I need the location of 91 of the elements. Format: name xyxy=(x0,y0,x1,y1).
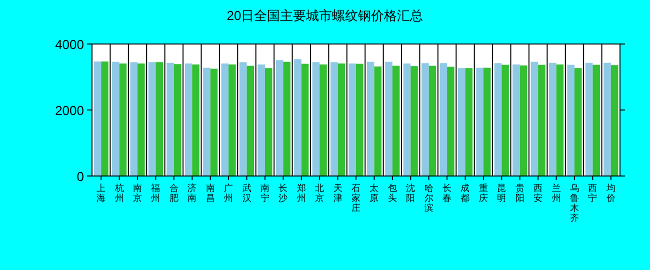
x-tick-label: 南宁 xyxy=(260,183,270,203)
x-tick-label: 石家庄 xyxy=(352,183,360,213)
bar xyxy=(385,62,392,176)
bar xyxy=(458,68,466,176)
x-tick-label: 西安 xyxy=(534,183,543,203)
bar xyxy=(476,68,484,176)
x-tick-label: 广州 xyxy=(224,183,234,203)
x-tick-label: 贵阳 xyxy=(515,183,524,203)
bar xyxy=(502,64,509,176)
bar xyxy=(192,64,200,176)
bar xyxy=(174,64,182,176)
chart-title: 20日全国主要城市螺纹钢价格汇总 xyxy=(226,8,424,23)
bar xyxy=(567,64,574,176)
bar xyxy=(610,65,618,176)
x-tick-label: 郑州 xyxy=(296,183,306,203)
x-tick-label: 长春 xyxy=(442,183,452,203)
bar xyxy=(548,62,556,176)
bar xyxy=(447,66,454,176)
bar xyxy=(410,66,418,176)
x-tick-label: 上海 xyxy=(96,183,106,203)
bar xyxy=(276,60,284,176)
x-tick-label: 西宁 xyxy=(588,183,598,203)
bar xyxy=(512,64,520,176)
bar xyxy=(356,64,364,176)
bar xyxy=(320,64,327,176)
bar xyxy=(101,61,108,176)
bar xyxy=(338,63,346,176)
bar xyxy=(312,62,320,176)
x-tick-label: 哈尔滨 xyxy=(424,183,434,213)
bar xyxy=(392,66,400,176)
x-tick-label: 南昌 xyxy=(206,183,215,203)
x-tick-label: 天津 xyxy=(333,183,342,203)
x-tick-label: 南京 xyxy=(133,183,142,203)
bar xyxy=(494,63,502,176)
bar xyxy=(556,64,564,176)
bar xyxy=(422,63,429,176)
bar xyxy=(403,63,411,176)
bar xyxy=(94,61,102,176)
x-tick-label: 武汉 xyxy=(242,183,252,203)
bar xyxy=(283,62,290,176)
bar xyxy=(366,62,374,176)
bar xyxy=(112,62,120,176)
bar xyxy=(604,62,611,176)
x-tick-label: 济南 xyxy=(188,183,197,203)
bar xyxy=(166,62,174,176)
bar xyxy=(585,62,593,176)
y-tick-label: 4000 xyxy=(55,37,84,52)
bar xyxy=(239,62,247,176)
bar xyxy=(148,62,156,176)
bar xyxy=(440,63,448,176)
x-tick-label: 合肥 xyxy=(169,183,178,203)
bar xyxy=(184,63,192,176)
x-tick-label: 兰州 xyxy=(552,183,561,203)
bar xyxy=(301,64,309,176)
bar xyxy=(465,68,473,176)
x-tick-label: 北京 xyxy=(315,183,324,203)
bar xyxy=(574,68,582,176)
y-tick-label: 2000 xyxy=(55,103,84,118)
bar xyxy=(330,62,338,176)
y-tick-label: 0 xyxy=(76,169,84,184)
bar xyxy=(156,62,164,176)
x-tick-label: 包头 xyxy=(388,183,397,203)
bar xyxy=(258,64,265,176)
bar xyxy=(483,68,491,176)
x-tick-label: 杭州 xyxy=(114,183,124,203)
x-tick-label: 重庆 xyxy=(478,183,488,203)
x-tick-label: 太原 xyxy=(370,183,379,203)
bar xyxy=(428,66,436,176)
bar xyxy=(530,62,538,176)
x-tick-label: 沈阳 xyxy=(406,183,416,203)
x-tick-label: 福州 xyxy=(151,183,160,203)
bar xyxy=(538,64,546,176)
x-tick-label: 昆明 xyxy=(497,183,506,203)
bar xyxy=(130,62,138,176)
bar xyxy=(264,68,272,176)
bar xyxy=(221,63,229,176)
bar xyxy=(348,63,356,176)
bar xyxy=(374,66,382,176)
x-tick-label: 乌鲁木齐 xyxy=(570,183,579,223)
bar xyxy=(294,59,302,176)
bar xyxy=(520,65,528,176)
bar xyxy=(592,64,600,176)
x-tick-label: 均价 xyxy=(605,183,616,203)
bar xyxy=(228,64,236,176)
bar xyxy=(138,63,145,176)
bar xyxy=(210,68,218,176)
bar xyxy=(119,63,127,176)
bar xyxy=(246,66,254,176)
x-tick-label: 成都 xyxy=(460,183,470,203)
x-tick-label: 长沙 xyxy=(278,183,288,203)
bar xyxy=(203,68,210,176)
